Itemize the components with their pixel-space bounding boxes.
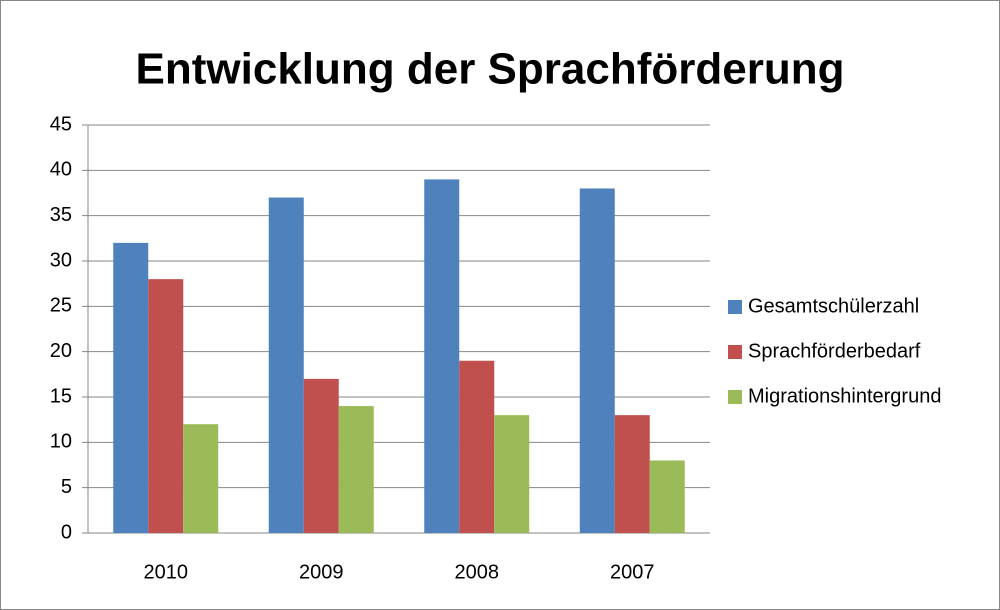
y-tick-label: 10	[50, 431, 72, 453]
bar	[148, 279, 184, 533]
bar	[268, 197, 304, 534]
y-tick-label: 25	[50, 295, 72, 317]
y-tick-label: 35	[50, 204, 72, 226]
x-tick-label: 2009	[299, 561, 344, 583]
bar	[183, 424, 219, 533]
bar	[649, 460, 685, 533]
bar	[113, 242, 149, 533]
legend-label: Migrationshintergrund	[748, 385, 941, 407]
y-tick-label: 30	[50, 249, 72, 271]
legend-swatch	[728, 390, 742, 404]
y-tick-label: 20	[50, 340, 72, 362]
x-tick-label: 2010	[144, 561, 189, 583]
bar	[614, 415, 650, 533]
bar	[494, 415, 530, 533]
legend-swatch	[728, 300, 742, 314]
legend-label: Sprachförderbedarf	[748, 340, 921, 362]
bar	[303, 378, 339, 533]
chart-title: Entwicklung der Sprachförderung	[136, 45, 845, 94]
y-tick-label: 40	[50, 159, 72, 181]
bar	[338, 406, 374, 533]
x-tick-label: 2008	[455, 561, 500, 583]
legend-label: Gesamtschülerzahl	[748, 295, 919, 317]
bar	[459, 360, 495, 533]
y-tick-label: 15	[50, 385, 72, 407]
y-tick-label: 0	[61, 521, 72, 543]
bar	[579, 188, 615, 533]
bar	[424, 179, 460, 533]
y-tick-label: 5	[61, 476, 72, 498]
legend-swatch	[728, 345, 742, 359]
y-tick-label: 45	[50, 113, 72, 135]
x-tick-label: 2007	[610, 561, 655, 583]
